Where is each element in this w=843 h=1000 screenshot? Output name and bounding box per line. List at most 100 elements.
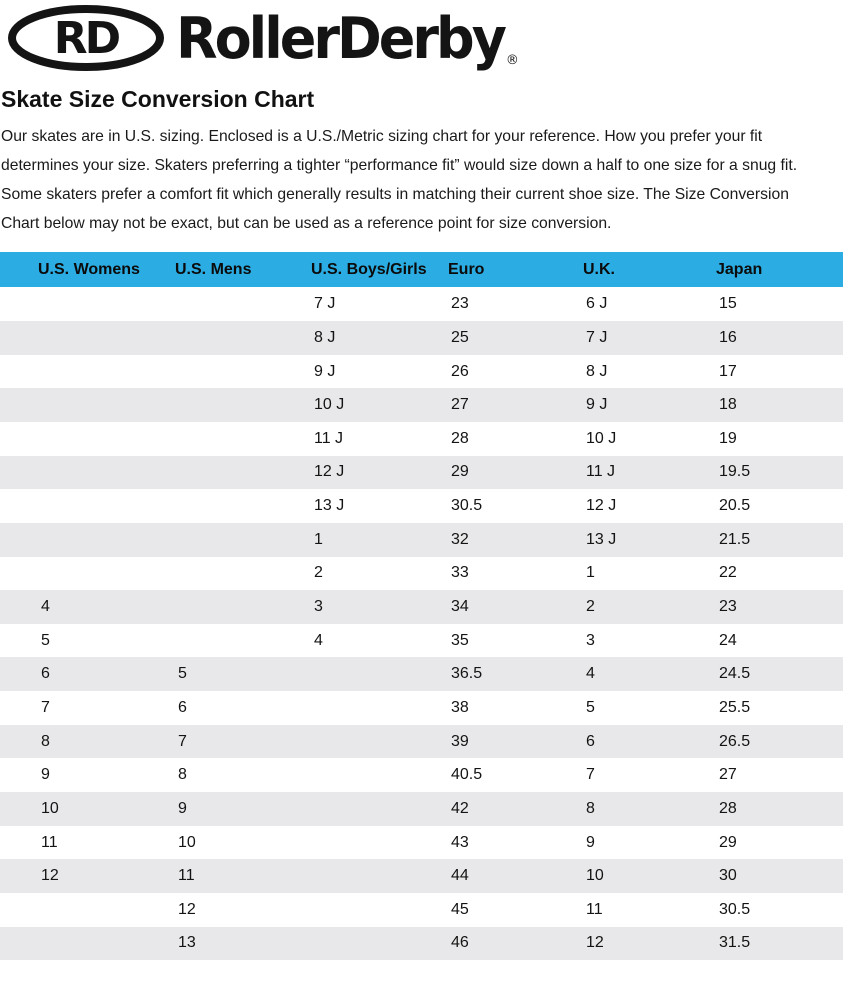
table-cell (137, 522, 273, 557)
table-cell: 13 J (273, 489, 410, 523)
table-cell: 13 (137, 926, 273, 961)
table-cell: 36.5 (410, 657, 545, 692)
table-cell: 30 (678, 859, 843, 893)
column-header-japan: Japan (678, 252, 843, 288)
brand-wordmark-text: RollerDerby (176, 4, 507, 72)
column-header-us-boys-girls: U.S. Boys/Girls (273, 252, 427, 288)
table-cell (137, 556, 273, 591)
table-row: 1 32 13 J 21.5 (0, 522, 843, 557)
table-cell (273, 859, 410, 893)
table-cell: 2 (545, 590, 678, 624)
table-cell: 26 (410, 354, 545, 389)
table-cell: 9 J (545, 388, 678, 422)
table-cell (137, 287, 273, 322)
table-cell: 13 J (545, 522, 678, 557)
table-row: 6 5 36.5 4 24.5 (0, 657, 843, 692)
table-row: 11 J 28 10 J 19 (0, 422, 843, 456)
table-cell: 25.5 (678, 691, 843, 725)
table-cell: 6 (545, 724, 678, 759)
table-cell (273, 758, 410, 793)
table-row: 5 4 35 3 24 (0, 623, 843, 658)
table-cell: 7 J (273, 287, 410, 322)
table-row: 9 J 26 8 J 17 (0, 354, 843, 389)
table-cell: 23 (678, 590, 843, 624)
table-cell: 27 (678, 758, 843, 793)
table-header-row: U.S. Womens U.S. Mens U.S. Boys/Girls Eu… (0, 252, 843, 288)
table-cell: 29 (410, 455, 545, 490)
table-cell: 4 (273, 623, 410, 658)
table-cell: 6 (137, 691, 273, 725)
table-cell: 39 (410, 724, 545, 759)
table-cell (0, 556, 137, 591)
table-cell: 11 (545, 892, 678, 927)
table-cell: 1 (545, 556, 678, 591)
table-row: 13 J 30.5 12 J 20.5 (0, 489, 843, 523)
table-cell: 19 (678, 422, 843, 456)
table-cell: 9 J (273, 354, 410, 389)
table-cell: 5 (0, 623, 137, 658)
table-cell: 8 (0, 724, 137, 759)
brand-wordmark: RollerDerby ® (176, 10, 519, 67)
table-row: 10 J 27 9 J 18 (0, 388, 843, 422)
table-cell: 2 (273, 556, 410, 591)
table-cell: 11 J (545, 455, 678, 490)
table-row: 8 7 39 6 26.5 (0, 724, 843, 759)
table-cell (0, 522, 137, 557)
table-cell: 7 (545, 758, 678, 793)
table-cell (0, 422, 137, 456)
table-cell: 27 (410, 388, 545, 422)
table-cell: 24.5 (678, 657, 843, 692)
table-cell (273, 691, 410, 725)
table-cell (0, 489, 137, 523)
table-cell: 9 (0, 758, 137, 793)
table-cell: 43 (410, 825, 545, 860)
table-cell: 8 J (545, 354, 678, 389)
table-cell: 22 (678, 556, 843, 591)
table-row: 8 J 25 7 J 16 (0, 321, 843, 355)
table-cell (0, 321, 137, 355)
table-cell (273, 724, 410, 759)
table-cell: 4 (0, 590, 137, 624)
table-cell: 11 J (273, 422, 410, 456)
table-cell: 1 (273, 522, 410, 557)
table-cell: 31.5 (678, 926, 843, 961)
table-cell: 12 J (273, 455, 410, 490)
table-cell (137, 489, 273, 523)
table-cell: 6 (0, 657, 137, 692)
table-row: 4 3 34 2 23 (0, 590, 843, 624)
table-cell: 24 (678, 623, 843, 658)
table-row: 13 46 12 31.5 (0, 926, 843, 961)
table-cell (0, 892, 137, 927)
table-cell: 7 J (545, 321, 678, 355)
table-cell: 25 (410, 321, 545, 355)
table-cell: 17 (678, 354, 843, 389)
table-cell (273, 657, 410, 692)
table-cell: 10 (137, 825, 273, 860)
table-cell: 33 (410, 556, 545, 591)
table-cell: 16 (678, 321, 843, 355)
table-cell (0, 455, 137, 490)
table-row: 12 45 11 30.5 (0, 892, 843, 927)
table-cell: 34 (410, 590, 545, 624)
table-cell: 30.5 (410, 489, 545, 523)
table-cell: 5 (545, 691, 678, 725)
brand-logo: RD RollerDerby ® (0, 0, 843, 72)
table-cell: 3 (545, 623, 678, 658)
table-cell (273, 825, 410, 860)
table-row: 10 9 42 8 28 (0, 792, 843, 826)
table-cell: 8 (137, 758, 273, 793)
table-cell (0, 287, 137, 322)
table-cell (0, 926, 137, 961)
table-cell (137, 623, 273, 658)
table-cell: 42 (410, 792, 545, 826)
table-cell (137, 354, 273, 389)
table-cell: 7 (0, 691, 137, 725)
rd-badge-letters: RD (54, 13, 120, 64)
table-cell: 28 (678, 792, 843, 826)
column-header-us-mens: U.S. Mens (137, 252, 273, 288)
table-cell: 29 (678, 825, 843, 860)
table-cell: 12 (545, 926, 678, 961)
table-cell: 5 (137, 657, 273, 692)
table-cell: 40.5 (410, 758, 545, 793)
table-cell: 20.5 (678, 489, 843, 523)
